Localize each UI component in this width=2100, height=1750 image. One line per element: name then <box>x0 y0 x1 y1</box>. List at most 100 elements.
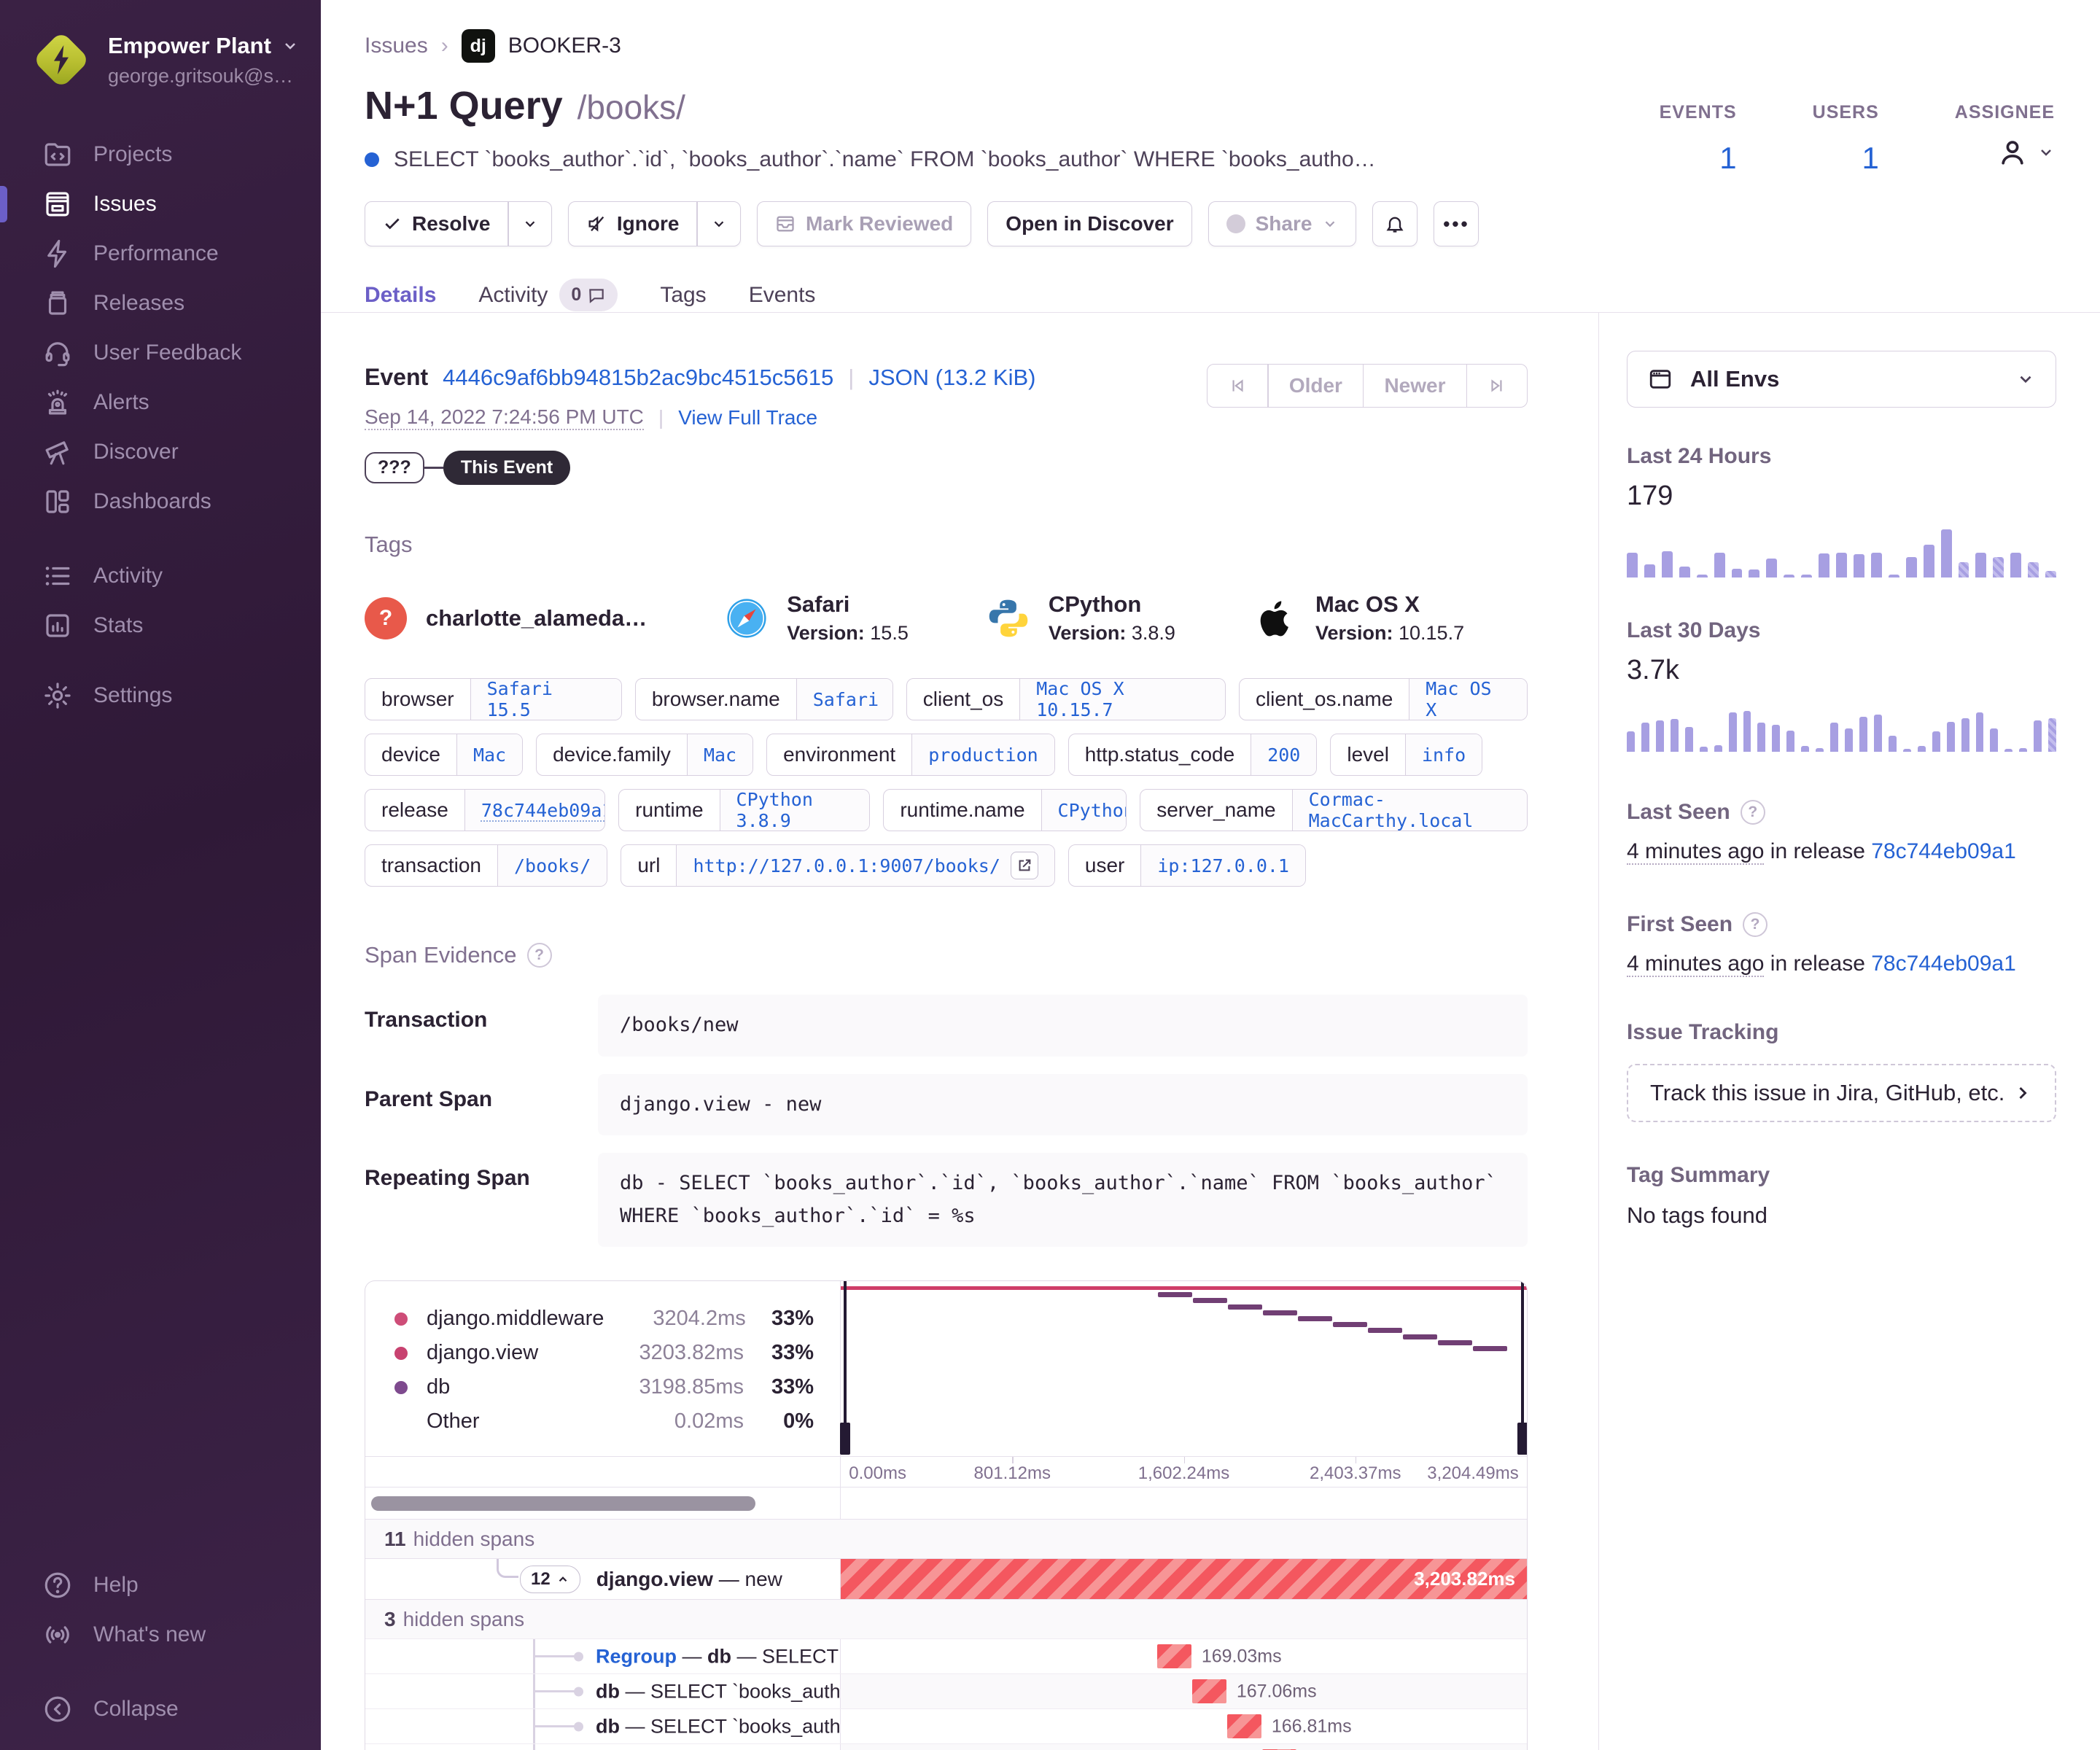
sidebar-item-discover[interactable]: Discover <box>0 427 321 477</box>
environment-filter[interactable]: All Envs <box>1627 351 2056 408</box>
sidebar-item-user-feedback[interactable]: User Feedback <box>0 328 321 378</box>
minimap-right-handle[interactable] <box>1517 1281 1527 1455</box>
legend-dot-icon <box>394 1312 408 1326</box>
tag-value[interactable]: ip:127.0.0.1 <box>1140 845 1305 886</box>
skip-to-latest-button[interactable] <box>1467 365 1527 407</box>
help-circle-icon[interactable]: ? <box>1740 800 1765 825</box>
assignee-selector[interactable] <box>1955 136 2055 168</box>
event-json-link[interactable]: JSON (13.2 KiB) <box>868 365 1036 390</box>
open-in-discover-button[interactable]: Open in Discover <box>987 201 1192 246</box>
tab-activity[interactable]: Activity 0 <box>478 279 618 332</box>
tag-pill-transaction: transaction/books/ <box>365 844 608 887</box>
parent-span-bar[interactable]: 3,203.82ms <box>841 1559 1527 1600</box>
sidebar-item-settings[interactable]: Settings <box>0 671 321 720</box>
issue-stats: EVENTS 1 USERS 1 ASSIGNEE <box>1660 102 2055 176</box>
share-button[interactable]: Share <box>1208 201 1357 246</box>
stat-value[interactable]: 1 <box>1719 141 1737 175</box>
tag-value[interactable]: Mac <box>686 734 753 775</box>
release-link[interactable]: 78c744eb09a1 <box>1871 952 2016 976</box>
span-duration-bar[interactable] <box>1156 1644 1191 1669</box>
sidebar-item-dashboards[interactable]: Dashboards <box>0 477 321 526</box>
breadcrumb-issues-link[interactable]: Issues <box>365 34 428 58</box>
ignore-dropdown-button[interactable] <box>698 202 740 246</box>
event-id-link[interactable]: 4446c9af6bb94815b2ac9bc4515c5615 <box>443 365 834 390</box>
subscribe-button[interactable] <box>1372 201 1418 246</box>
span-row[interactable]: db — SELECT `books_author`.`id`, `books_… <box>365 1743 1527 1750</box>
org-switcher[interactable]: Empower Plant george.gritsouk@s… <box>0 0 321 89</box>
axis-tick <box>1012 1457 1014 1464</box>
span-count-toggle[interactable]: 12 <box>520 1565 580 1593</box>
sidebar-item-issues[interactable]: Issues <box>0 179 321 229</box>
tab-label: Events <box>748 282 816 307</box>
mute-icon <box>588 216 604 232</box>
help-circle-icon[interactable]: ? <box>1743 912 1768 937</box>
older-event-button[interactable]: Older <box>1288 374 1342 397</box>
oldest-event-button[interactable] <box>1208 365 1267 407</box>
tag-value[interactable]: Safari <box>796 679 892 720</box>
tab-events[interactable]: Events <box>749 279 816 332</box>
sidebar-item-activity[interactable]: Activity <box>0 551 321 601</box>
legend-time: 0.02ms <box>674 1409 744 1434</box>
tag-value[interactable]: Mac OS X <box>1409 679 1527 720</box>
span-duration-bar[interactable] <box>1191 1679 1226 1704</box>
resolve-dropdown-button[interactable] <box>509 202 551 246</box>
tags-section-heading: Tags <box>365 532 413 557</box>
tag-value[interactable]: info <box>1404 734 1482 775</box>
sidebar-item-releases[interactable]: Releases <box>0 279 321 328</box>
tab-label: Tags <box>660 282 707 307</box>
featured-tag-cpython[interactable]: CPython Version: 3.8.9 <box>987 591 1175 645</box>
sidebar-item-performance[interactable]: Performance <box>0 229 321 279</box>
tag-value[interactable]: Mac <box>456 734 523 775</box>
release-link[interactable]: 78c744eb09a1 <box>1871 839 2016 863</box>
tag-summary-empty: No tags found <box>1627 1202 1768 1228</box>
ignore-button[interactable]: Ignore <box>567 201 741 246</box>
tag-value[interactable]: CPython 3.8.9 <box>719 790 870 831</box>
sidebar-item-stats[interactable]: Stats <box>0 601 321 650</box>
regroup-link[interactable]: Regroup <box>596 1645 677 1668</box>
featured-tag-safari[interactable]: Safari Version: 15.5 <box>726 591 909 645</box>
span-row[interactable]: db — SELECT `books_author`.`id`, `books_… <box>365 1708 1527 1744</box>
minimap-left-handle[interactable] <box>840 1281 850 1455</box>
waterfall-minimap[interactable] <box>840 1281 1527 1456</box>
tag-value[interactable]: Safari 15.5 <box>470 679 621 720</box>
chart-bar <box>1902 749 1911 752</box>
hidden-spans-row-mid[interactable]: 3 hidden spans <box>365 1599 1527 1639</box>
parent-span-row[interactable]: 12 django.view — new 3,203.82ms <box>365 1558 1527 1600</box>
tag-value[interactable]: http://127.0.0.1:9007/books/ <box>676 845 1054 886</box>
view-full-trace-link[interactable]: View Full Trace <box>678 406 818 429</box>
tab-tags[interactable]: Tags <box>660 279 706 332</box>
trace-root-pill[interactable]: ??? <box>365 452 424 483</box>
featured-tag-charlotte-alameda-[interactable]: ? charlotte_alameda… <box>365 596 647 639</box>
tag-value[interactable]: /books/ <box>497 845 607 886</box>
tag-value[interactable]: Mac OS X 10.15.7 <box>1019 679 1225 720</box>
tag-value[interactable]: CPython <box>1041 790 1127 831</box>
tag-value[interactable]: production <box>911 734 1054 775</box>
sidebar-item-projects[interactable]: Projects <box>0 130 321 179</box>
hidden-spans-row-top[interactable]: 11 hidden spans <box>365 1519 1527 1559</box>
chart-bar <box>1905 557 1917 578</box>
tag-value[interactable]: Cormac-MacCarthy.local <box>1291 790 1527 831</box>
resolve-button[interactable]: Resolve <box>365 201 552 246</box>
stat-value[interactable]: 1 <box>1862 141 1879 175</box>
chart-bar <box>1714 552 1725 578</box>
span-row[interactable]: db — SELECT `books_author`.`id`, `books_… <box>365 1673 1527 1709</box>
span-row[interactable]: Regroup — db — SELECT `books_author`.`id… <box>365 1638 1527 1674</box>
sidebar-footer-item-help[interactable]: Help <box>0 1560 321 1610</box>
help-circle-icon[interactable]: ? <box>526 943 552 968</box>
span-duration-bar[interactable] <box>1226 1714 1261 1739</box>
more-actions-button[interactable]: ••• <box>1434 201 1479 246</box>
waterfall-scrollbar[interactable] <box>371 1496 756 1512</box>
mark-reviewed-button[interactable]: Mark Reviewed <box>756 201 972 246</box>
external-link-icon[interactable] <box>1010 852 1038 879</box>
tag-value[interactable]: 200 <box>1251 734 1317 775</box>
newer-event-button[interactable]: Newer <box>1384 374 1446 397</box>
chart-bar <box>2048 718 2057 752</box>
last-24h-count: 179 <box>1627 481 1673 511</box>
tag-value[interactable]: 78c744eb09a1 <box>464 790 605 831</box>
sidebar-footer-item-collapse[interactable]: Collapse <box>0 1684 321 1734</box>
sidebar-item-alerts[interactable]: Alerts <box>0 378 321 427</box>
featured-tag-mac-os-x[interactable]: Mac OS X Version: 10.15.7 <box>1254 591 1464 645</box>
chart-bar <box>1644 564 1655 578</box>
track-issue-button[interactable]: Track this issue in Jira, GitHub, etc. <box>1627 1064 2056 1122</box>
sidebar-footer-item-what-s-new[interactable]: What's new <box>0 1610 321 1660</box>
